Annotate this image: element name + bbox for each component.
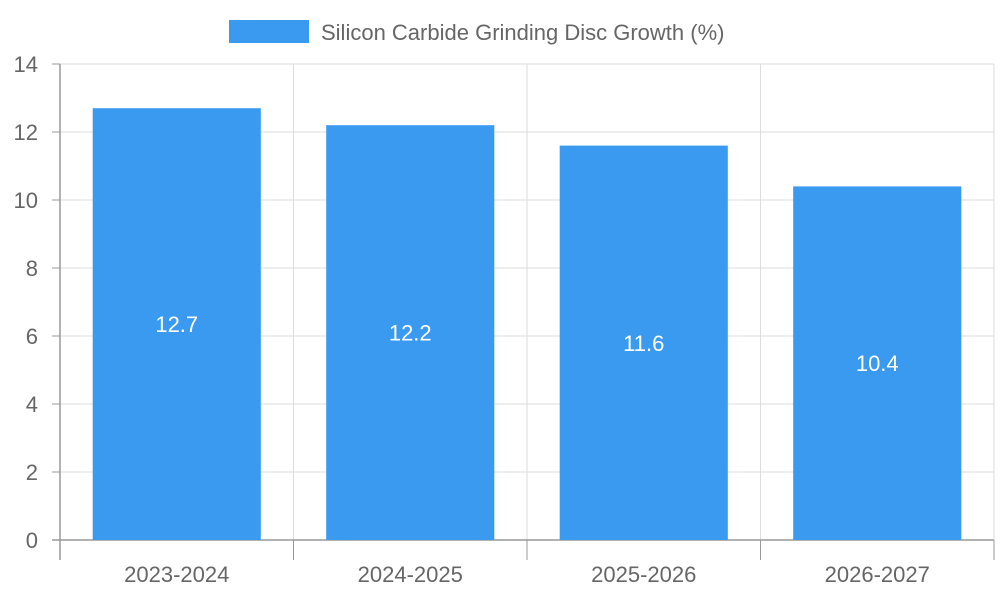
bar[interactable] xyxy=(559,145,728,540)
x-tick-label: 2026-2027 xyxy=(825,562,930,587)
x-tick-label: 2024-2025 xyxy=(358,562,463,587)
y-tick-label: 14 xyxy=(14,52,38,77)
x-axis: 2023-2024 2024-2025 2025-2026 2026-2027 xyxy=(52,539,995,587)
x-tick-label: 2025-2026 xyxy=(591,562,696,587)
x-tick-label: 2023-2024 xyxy=(124,562,229,587)
y-tick-label: 4 xyxy=(26,392,38,417)
y-axis: 0 2 4 6 8 10 12 14 xyxy=(14,52,61,560)
y-tick-label: 6 xyxy=(26,324,38,349)
y-tick-label: 2 xyxy=(26,460,38,485)
y-tick-label: 12 xyxy=(14,120,38,145)
y-tick-label: 8 xyxy=(26,256,38,281)
bar-value-label: 12.2 xyxy=(389,321,432,346)
y-tick-label: 10 xyxy=(14,188,38,213)
bar-value-label: 10.4 xyxy=(856,351,899,376)
bar-value-label: 12.7 xyxy=(155,312,198,337)
bar[interactable] xyxy=(326,125,495,540)
data-labels: 12.7 12.2 11.6 10.4 xyxy=(155,312,898,376)
y-tick-label: 0 xyxy=(26,528,38,553)
legend-swatch xyxy=(229,20,309,43)
legend[interactable]: Silicon Carbide Grinding Disc Growth (%) xyxy=(229,20,724,45)
bar[interactable] xyxy=(92,108,261,540)
bars xyxy=(92,108,962,540)
legend-label: Silicon Carbide Grinding Disc Growth (%) xyxy=(321,20,724,45)
bar[interactable] xyxy=(793,186,962,540)
bar-value-label: 11.6 xyxy=(623,331,664,356)
